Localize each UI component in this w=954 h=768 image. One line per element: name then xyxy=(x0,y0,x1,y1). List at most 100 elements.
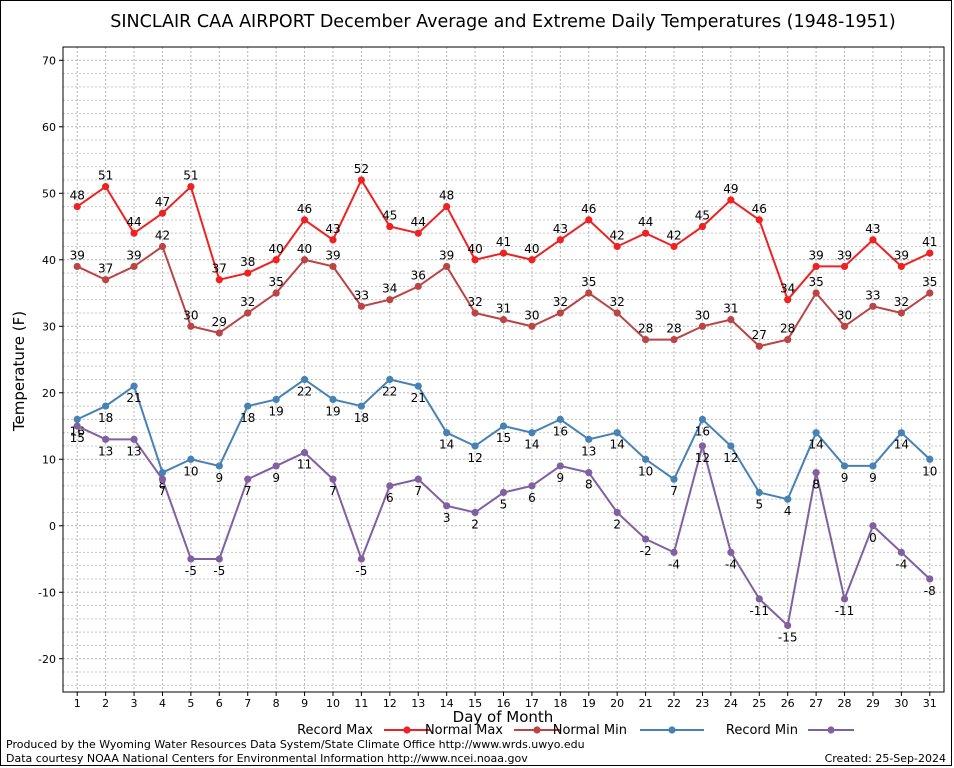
record-max-data-label: 51 xyxy=(183,169,198,183)
normal-max-data-label: 35 xyxy=(922,275,937,289)
legend-label: Normal Min xyxy=(553,723,627,738)
x-tick-label: 5 xyxy=(187,697,194,710)
normal-min-point xyxy=(528,429,536,437)
normal-min-data-label: 14 xyxy=(610,438,625,452)
x-tick-label: 22 xyxy=(667,697,681,710)
record-max-data-label: 47 xyxy=(155,195,170,209)
normal-min-point xyxy=(215,462,223,470)
normal-max-point xyxy=(158,242,167,251)
normal-min-point xyxy=(272,395,280,404)
x-tick-label: 7 xyxy=(244,697,251,710)
normal-max-point xyxy=(528,322,536,330)
x-tick-label: 1 xyxy=(74,697,81,710)
record-min-point xyxy=(102,435,110,443)
record-min-point xyxy=(329,475,337,483)
record-min-point xyxy=(357,555,366,563)
record-max-data-label: 43 xyxy=(325,222,340,236)
normal-min-data-label: 21 xyxy=(126,391,141,405)
x-tick-label: 4 xyxy=(159,697,166,710)
record-min-data-label: 7 xyxy=(244,484,252,498)
record-min-point xyxy=(130,435,138,443)
record-min-data-label: 5 xyxy=(500,498,508,512)
record-max-point xyxy=(556,236,564,244)
normal-max-data-label: 30 xyxy=(183,308,198,322)
normal-min-data-label: 16 xyxy=(553,424,568,438)
record-max-point xyxy=(897,262,905,271)
created-date: Created: 25-Sep-2024 xyxy=(824,752,946,765)
record-max-data-label: 40 xyxy=(269,242,284,256)
normal-min-point xyxy=(471,442,479,450)
credit-line-2: Data courtesy NOAA National Centers for … xyxy=(6,752,528,765)
record-min-point xyxy=(641,535,650,543)
record-max-point xyxy=(471,256,479,264)
y-tick-label: 70 xyxy=(42,54,56,67)
x-tick-label: 2 xyxy=(102,697,109,710)
record-max-data-label: 43 xyxy=(865,222,880,236)
record-min-point xyxy=(727,548,735,556)
normal-min-data-label: 13 xyxy=(581,444,596,458)
normal-max-data-label: 28 xyxy=(666,322,681,336)
normal-min-data-label: 19 xyxy=(269,404,284,418)
x-tick-label: 31 xyxy=(923,697,937,710)
record-max-point xyxy=(414,229,422,237)
x-tick-label: 18 xyxy=(553,697,567,710)
record-min-point xyxy=(215,555,223,563)
normal-min-data-label: 10 xyxy=(638,464,653,478)
normal-max-point xyxy=(840,322,849,330)
record-max-series: 48 51 44 47 51 37 38 40 46 43 52 45 44 48 40 41 40 43 46 42… xyxy=(70,162,937,304)
record-min-data-label: 0 xyxy=(869,531,877,545)
normal-max-data-label: 31 xyxy=(496,302,511,316)
record-min-point xyxy=(670,548,678,556)
record-max-data-label: 37 xyxy=(212,262,227,276)
record-min-point xyxy=(73,422,81,430)
record-max-data-label: 40 xyxy=(467,242,482,256)
x-tick-label: 27 xyxy=(809,697,823,710)
normal-min-data-label: 14 xyxy=(524,438,539,452)
x-tick-label: 17 xyxy=(525,697,539,710)
normal-min-series: 16 18 21 8 10 9 18 19 22 19 18 22 21 14 12 15 14 16 13 14 10… xyxy=(70,375,937,518)
record-min-data-label: -4 xyxy=(895,557,907,571)
normal-max-data-label: 39 xyxy=(70,248,85,262)
record-min-series: 15 13 13 7 -5 -5 7 9 11 7 -5 6 7 3 2 5 6 9 8 2 -2 -4 12 -4 -11 -1… xyxy=(70,422,936,645)
x-tick-label: 9 xyxy=(301,697,308,710)
record-min-point xyxy=(471,508,479,517)
record-min-point xyxy=(926,575,934,583)
record-max-point xyxy=(528,256,536,264)
record-min-data-label: 6 xyxy=(386,491,394,505)
record-max-data-label: 44 xyxy=(126,215,141,229)
normal-max-data-label: 32 xyxy=(610,295,625,309)
record-max-point xyxy=(869,236,877,244)
record-max-data-label: 48 xyxy=(439,189,454,203)
normal-min-data-label: 18 xyxy=(354,411,369,425)
record-min-data-label: 8 xyxy=(585,478,593,492)
normal-max-point xyxy=(244,309,252,317)
y-tick-label: 50 xyxy=(42,187,56,200)
legend-swatch-marker xyxy=(403,726,411,734)
normal-max-data-label: 35 xyxy=(808,275,823,289)
y-tick-label: 20 xyxy=(42,387,56,400)
record-max-point xyxy=(443,202,451,211)
y-tick-label: 30 xyxy=(42,320,56,333)
record-min-data-label: -5 xyxy=(355,564,367,578)
normal-min-data-label: 14 xyxy=(808,438,823,452)
x-tick-label: 19 xyxy=(582,697,596,710)
record-max-data-label: 48 xyxy=(70,189,85,203)
y-tick-label: -20 xyxy=(38,653,56,666)
x-tick-label: 6 xyxy=(216,697,223,710)
normal-max-data-label: 32 xyxy=(894,295,909,309)
normal-max-point xyxy=(215,329,223,337)
record-min-data-label: 2 xyxy=(613,517,621,531)
x-tick-label: 26 xyxy=(781,697,795,710)
normal-min-point xyxy=(130,382,138,390)
normal-min-point xyxy=(414,382,422,390)
x-tick-label: 24 xyxy=(724,697,738,710)
normal-max-data-label: 32 xyxy=(467,295,482,309)
normal-max-point xyxy=(926,289,934,297)
record-max-data-label: 44 xyxy=(638,215,653,229)
x-tick-label: 3 xyxy=(131,697,138,710)
y-tick-label: 10 xyxy=(42,453,56,466)
record-max-point xyxy=(272,256,280,264)
